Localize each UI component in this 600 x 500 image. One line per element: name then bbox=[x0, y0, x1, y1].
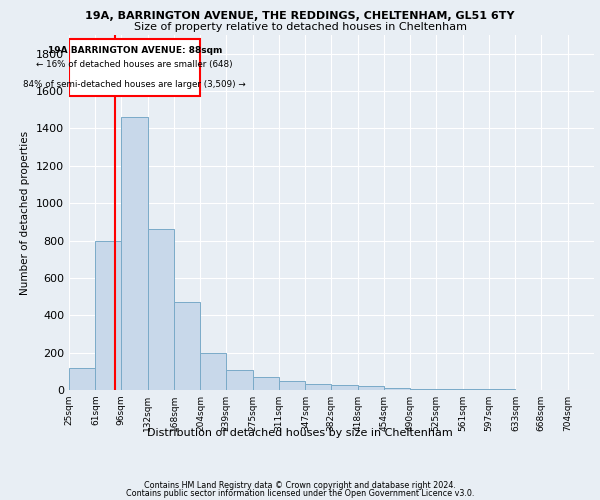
Text: 19A, BARRINGTON AVENUE, THE REDDINGS, CHELTENHAM, GL51 6TY: 19A, BARRINGTON AVENUE, THE REDDINGS, CH… bbox=[85, 11, 515, 21]
Bar bbox=[410, 388, 436, 390]
Bar bbox=[200, 352, 226, 390]
Bar bbox=[148, 230, 174, 390]
Bar bbox=[594, 387, 600, 390]
Bar bbox=[305, 384, 331, 390]
Bar bbox=[174, 302, 200, 390]
Bar bbox=[69, 368, 95, 390]
Bar bbox=[384, 388, 410, 390]
Bar bbox=[279, 380, 305, 390]
Text: Distribution of detached houses by size in Cheltenham: Distribution of detached houses by size … bbox=[147, 428, 453, 438]
Text: Contains public sector information licensed under the Open Government Licence v3: Contains public sector information licen… bbox=[126, 490, 474, 498]
Text: 19A BARRINGTON AVENUE: 88sqm: 19A BARRINGTON AVENUE: 88sqm bbox=[47, 46, 222, 54]
Text: ← 16% of detached houses are smaller (648): ← 16% of detached houses are smaller (64… bbox=[37, 60, 233, 69]
Bar bbox=[358, 386, 384, 390]
Bar bbox=[121, 117, 148, 390]
Bar bbox=[436, 389, 463, 390]
Text: 84% of semi-detached houses are larger (3,509) →: 84% of semi-detached houses are larger (… bbox=[23, 80, 246, 89]
Bar bbox=[253, 377, 279, 390]
Bar bbox=[95, 240, 121, 390]
Bar bbox=[331, 386, 358, 390]
FancyBboxPatch shape bbox=[69, 38, 200, 96]
Bar bbox=[226, 370, 253, 390]
Y-axis label: Number of detached properties: Number of detached properties bbox=[20, 130, 31, 294]
Text: Size of property relative to detached houses in Cheltenham: Size of property relative to detached ho… bbox=[133, 22, 467, 32]
Text: Contains HM Land Registry data © Crown copyright and database right 2024.: Contains HM Land Registry data © Crown c… bbox=[144, 482, 456, 490]
